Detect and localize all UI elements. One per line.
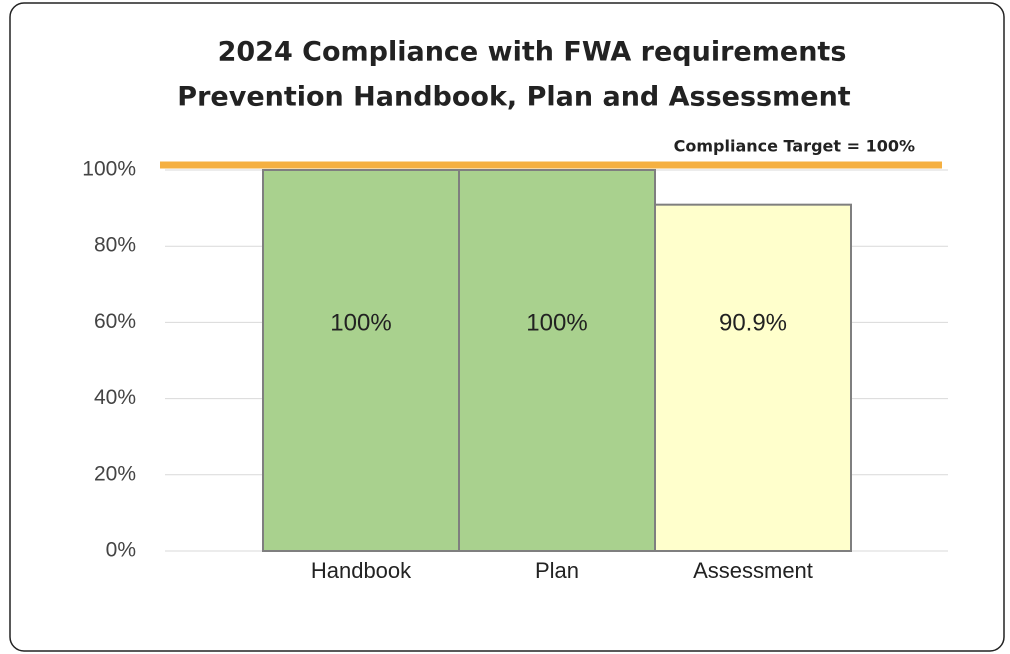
x-tick-label: Plan: [535, 558, 579, 583]
y-tick-label: 60%: [94, 310, 136, 333]
bar: [654, 203, 852, 553]
chart-subtitle: Prevention Handbook, Plan and Assessment: [177, 82, 850, 113]
bar: [458, 169, 656, 552]
data-label: 100%: [526, 309, 587, 336]
y-tick-label: 20%: [94, 462, 136, 485]
y-tick-label: 40%: [94, 386, 136, 409]
bar: [262, 169, 460, 552]
data-label: 100%: [330, 309, 391, 336]
x-tick-label: Handbook: [311, 558, 412, 583]
target-label: Compliance Target = 100%: [674, 137, 915, 156]
y-tick-label: 0%: [106, 539, 136, 562]
data-label: 90.9%: [719, 309, 787, 336]
y-tick-label: 100%: [82, 158, 136, 181]
chart-title: 2024 Compliance with FWA requirements: [218, 37, 847, 68]
y-tick-label: 80%: [94, 234, 136, 257]
x-tick-label: Assessment: [693, 558, 813, 583]
